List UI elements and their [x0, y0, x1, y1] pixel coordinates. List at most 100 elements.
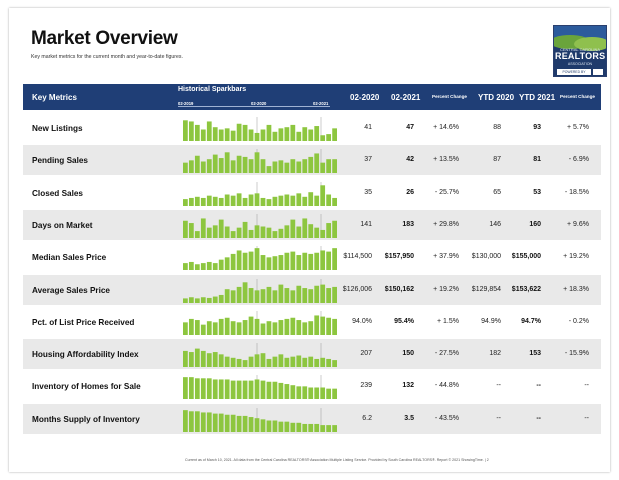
- sparkbar: [183, 297, 188, 303]
- sparkbar: [308, 224, 314, 238]
- sparkbar: [266, 286, 272, 303]
- metric-label: Months Supply of Inventory: [32, 414, 140, 424]
- sparkbar: [224, 226, 230, 238]
- sparkbar: [284, 421, 290, 432]
- header-col-ytd-pct: Percent Change: [560, 94, 595, 99]
- logo-hill: [574, 37, 606, 51]
- sparkbar: [284, 127, 290, 141]
- sparkbar: [242, 197, 248, 206]
- sparkbar: [326, 359, 332, 368]
- sparkbar: [332, 128, 337, 141]
- metric-label: Median Sales Price: [32, 253, 107, 263]
- table-row: Pending Sales 37 42 + 13.5% 87 81 - 6.9%: [23, 145, 601, 176]
- sparkbar: [200, 324, 206, 335]
- sparkbar: [206, 195, 212, 206]
- sparkbar: [302, 357, 308, 368]
- sparkbar: [308, 387, 314, 400]
- sparkbar-chart: [183, 181, 337, 206]
- sparkbar: [206, 320, 212, 335]
- sparkbar: [326, 424, 332, 432]
- sparkbar: [206, 159, 212, 174]
- value-prev: $126,006: [342, 285, 372, 293]
- sparkbar: [260, 197, 266, 206]
- sparkbar: [224, 257, 230, 271]
- sparkbar: [224, 414, 230, 432]
- value-ytd-pct-change: + 9.6%: [567, 220, 589, 228]
- metric-label: Closed Sales: [32, 188, 83, 198]
- sparkbar: [266, 257, 272, 271]
- sparkbar: [188, 410, 194, 432]
- sparkbar: [206, 262, 212, 271]
- value-cur: 47: [406, 124, 414, 131]
- sparkbar: [248, 416, 254, 432]
- sparkbar: [200, 263, 206, 271]
- value-pct-change: + 1.5%: [437, 317, 459, 325]
- sparkbar: [290, 422, 296, 432]
- sparkbar: [284, 194, 290, 206]
- sparkbar-chart: [183, 149, 337, 174]
- sparkbar: [278, 421, 284, 432]
- sparkbar: [236, 359, 242, 368]
- metric-label: Housing Affordability Index: [32, 350, 139, 360]
- sparkbar: [266, 359, 272, 368]
- sparkbar: [302, 196, 308, 206]
- sparkbar: [188, 296, 194, 303]
- sparkbar: [260, 380, 266, 400]
- header-key-metrics: Key Metrics: [32, 93, 77, 102]
- sparkbar: [242, 221, 248, 238]
- sparkbar: [314, 387, 320, 400]
- sparkbar-axis-line: [178, 106, 330, 107]
- sparkbar: [183, 120, 188, 141]
- sparkbar: [320, 424, 326, 432]
- sparkbar: [308, 423, 314, 432]
- logo-badge-mark: [593, 69, 603, 75]
- header-col-ytd-cur: YTD 2021: [519, 93, 556, 102]
- sparkbar: [290, 356, 296, 368]
- sparkbar: [272, 230, 278, 238]
- value-ytd-prev: --: [496, 382, 501, 390]
- sparkbar: [332, 159, 337, 174]
- sparkbar: [314, 153, 320, 174]
- sparkbar: [218, 219, 224, 238]
- value-pct-change: + 29.8%: [433, 220, 459, 228]
- sparkbar: [242, 415, 248, 432]
- sparkbar: [206, 353, 212, 368]
- value-prev: $114,500: [343, 253, 372, 261]
- logo-badge: POWERED BY: [557, 69, 591, 75]
- sparkbar: [284, 162, 290, 174]
- sparkbar: [296, 226, 302, 238]
- sparkbar: [284, 318, 290, 335]
- sparkbar: [314, 359, 320, 368]
- sparkbar: [266, 420, 272, 432]
- sparkbar: [272, 289, 278, 303]
- value-pct-change: - 43.5%: [434, 414, 459, 422]
- metric-label: Inventory of Homes for Sale: [32, 382, 141, 392]
- sparkbar: [308, 157, 314, 174]
- sparkbar: [200, 412, 206, 432]
- header-historical-sparkbars: Historical Sparkbars: [178, 86, 247, 93]
- sparkbar: [332, 220, 337, 238]
- sparkbar: [284, 225, 290, 238]
- value-ytd-pct-change: - 15.9%: [564, 350, 589, 358]
- value-cur: 132: [402, 382, 414, 390]
- sparkbar: [314, 195, 320, 206]
- sparkbar: [260, 255, 266, 271]
- sparkbar: [236, 415, 242, 432]
- sparkbar: [296, 255, 302, 271]
- sparkbar: [326, 222, 332, 238]
- sparkbar: [302, 218, 308, 238]
- sparkbar: [332, 248, 337, 271]
- sparkbar: [242, 281, 248, 303]
- sparkbar: [248, 251, 254, 271]
- value-ytd-prev: 146: [489, 220, 501, 228]
- footer-note: Current as of March 10, 2021. All data f…: [185, 458, 489, 462]
- sparkbar: [183, 220, 188, 238]
- value-ytd-prev: 182: [489, 350, 501, 358]
- sparkbar: [188, 160, 194, 174]
- sparkbar: [212, 413, 218, 432]
- sparkbar: [212, 379, 218, 400]
- sparkbar: [260, 288, 266, 303]
- value-ytd-cur: 53: [533, 188, 541, 196]
- sparkbar-chart: [183, 278, 337, 303]
- sparkbar: [302, 252, 308, 271]
